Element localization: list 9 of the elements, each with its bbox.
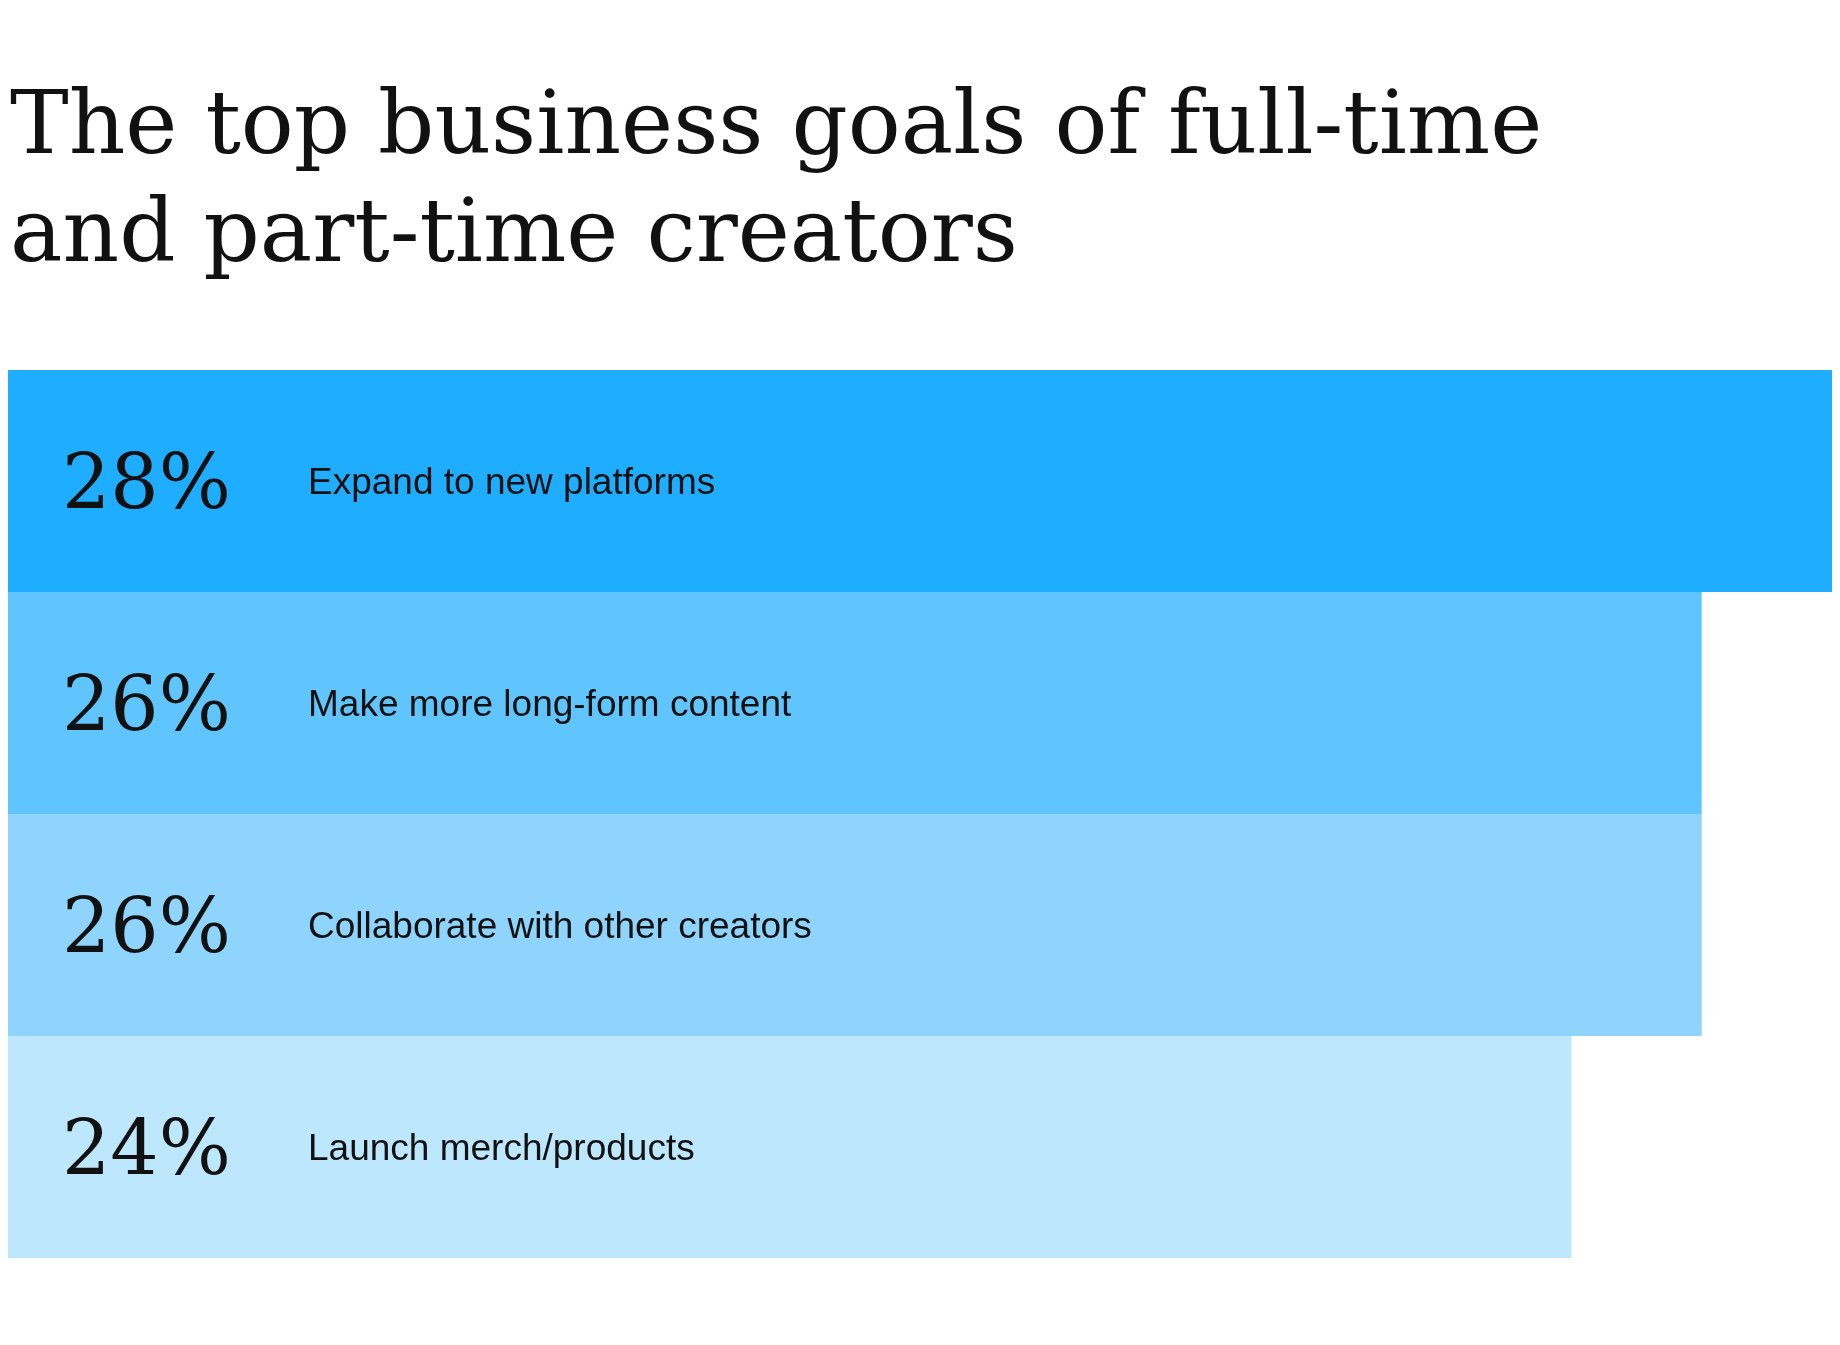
y-tick-label: Expand to new platforms — [308, 460, 716, 502]
data-label: 26% — [62, 658, 231, 748]
y-tick-label: Make more long-form content — [308, 682, 792, 724]
chart-title: The top business goals of full-time and part-time creators — [10, 71, 1543, 282]
data-label: 24% — [62, 1102, 231, 1192]
data-label: 26% — [62, 880, 231, 970]
y-tick-label: Launch merch/products — [308, 1126, 695, 1168]
y-tick-label: Collaborate with other creators — [308, 904, 812, 946]
data-label: 28% — [62, 436, 231, 526]
